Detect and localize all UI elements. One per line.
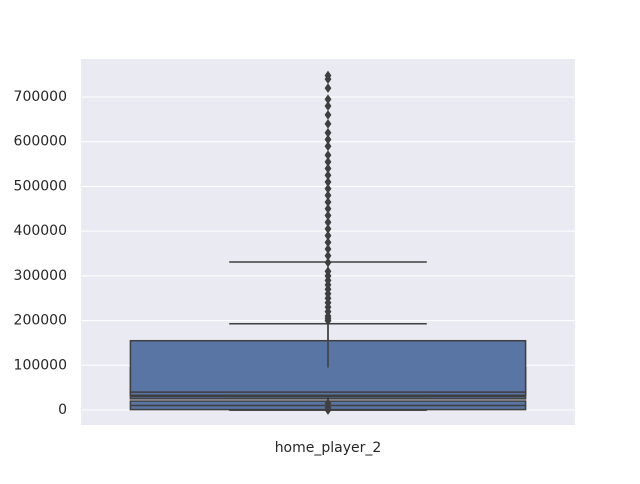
outlier (324, 134, 332, 145)
outlier (324, 156, 332, 167)
outlier (324, 230, 332, 241)
outlier (324, 266, 332, 277)
y-tick-label: 100000 (14, 357, 67, 373)
outlier (324, 244, 332, 254)
outlier (324, 197, 332, 207)
outlier (324, 127, 332, 138)
outlier (324, 250, 332, 261)
outlier (324, 118, 332, 129)
outlier (324, 398, 332, 409)
outlier (324, 110, 332, 120)
outlier (324, 150, 332, 161)
outlier (324, 163, 332, 174)
y-tick-label: 0 (58, 402, 67, 418)
outlier (324, 190, 332, 201)
outlier (324, 83, 332, 93)
outlier (324, 203, 332, 214)
outlier (324, 94, 332, 105)
y-tick-label: 200000 (14, 313, 67, 329)
outlier (324, 210, 332, 221)
outlier (324, 70, 332, 81)
y-tick-label: 700000 (14, 89, 67, 105)
y-tick-label: 400000 (14, 223, 67, 239)
outlier (324, 101, 332, 111)
outlier (324, 224, 332, 234)
outlier (324, 217, 332, 228)
x-tick-label: home_player_2 (275, 440, 382, 456)
outlier (324, 141, 332, 152)
outlier (324, 183, 332, 194)
outlier (324, 257, 332, 268)
outlier (324, 237, 332, 248)
outlier (324, 170, 332, 181)
y-tick-label: 300000 (14, 268, 67, 284)
outlier (324, 177, 332, 187)
y-tick-label: 600000 (14, 134, 67, 150)
y-tick-label: 500000 (14, 178, 67, 194)
